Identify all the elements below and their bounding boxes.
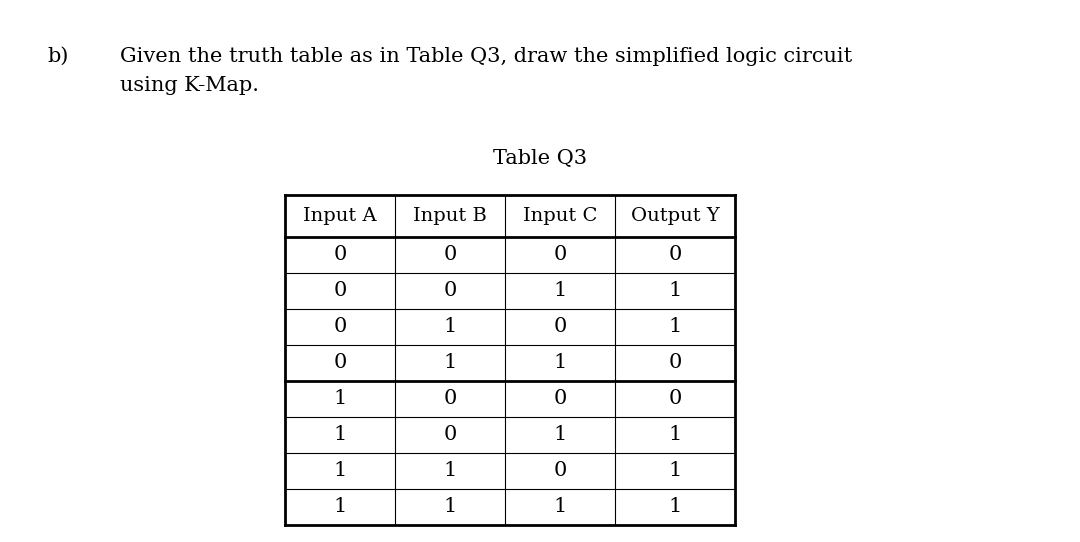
Text: Table Q3: Table Q3 (492, 149, 588, 168)
Text: 0: 0 (553, 246, 567, 264)
Text: 0: 0 (443, 281, 457, 300)
Text: 0: 0 (334, 246, 347, 264)
Text: Input C: Input C (523, 207, 597, 225)
Text: 0: 0 (553, 390, 567, 409)
Text: Given the truth table as in Table Q3, draw the simplified logic circuit: Given the truth table as in Table Q3, dr… (120, 47, 852, 66)
Text: 1: 1 (334, 461, 347, 481)
Text: 0: 0 (334, 318, 347, 337)
Text: 1: 1 (669, 318, 681, 337)
Text: 1: 1 (669, 281, 681, 300)
Text: 1: 1 (443, 353, 457, 372)
Text: 1: 1 (553, 281, 567, 300)
Text: 1: 1 (553, 353, 567, 372)
Text: 0: 0 (553, 461, 567, 481)
Text: Output Y: Output Y (631, 207, 719, 225)
Text: 0: 0 (669, 390, 681, 409)
Text: 0: 0 (443, 390, 457, 409)
Text: 1: 1 (334, 425, 347, 444)
Text: 0: 0 (669, 353, 681, 372)
Text: 1: 1 (443, 318, 457, 337)
Text: 0: 0 (334, 281, 347, 300)
Text: 1: 1 (669, 425, 681, 444)
Text: 0: 0 (443, 246, 457, 264)
Text: 1: 1 (553, 498, 567, 517)
Text: Input A: Input A (303, 207, 377, 225)
Text: 0: 0 (443, 425, 457, 444)
Text: 1: 1 (334, 390, 347, 409)
Text: 1: 1 (443, 498, 457, 517)
Text: 0: 0 (334, 353, 347, 372)
Text: 1: 1 (553, 425, 567, 444)
Text: using K-Map.: using K-Map. (120, 76, 259, 95)
Text: Input B: Input B (413, 207, 487, 225)
Text: 1: 1 (443, 461, 457, 481)
Text: 1: 1 (669, 498, 681, 517)
Text: 0: 0 (553, 318, 567, 337)
Text: b): b) (48, 47, 68, 66)
Text: 0: 0 (669, 246, 681, 264)
Text: 1: 1 (669, 461, 681, 481)
Text: 1: 1 (334, 498, 347, 517)
